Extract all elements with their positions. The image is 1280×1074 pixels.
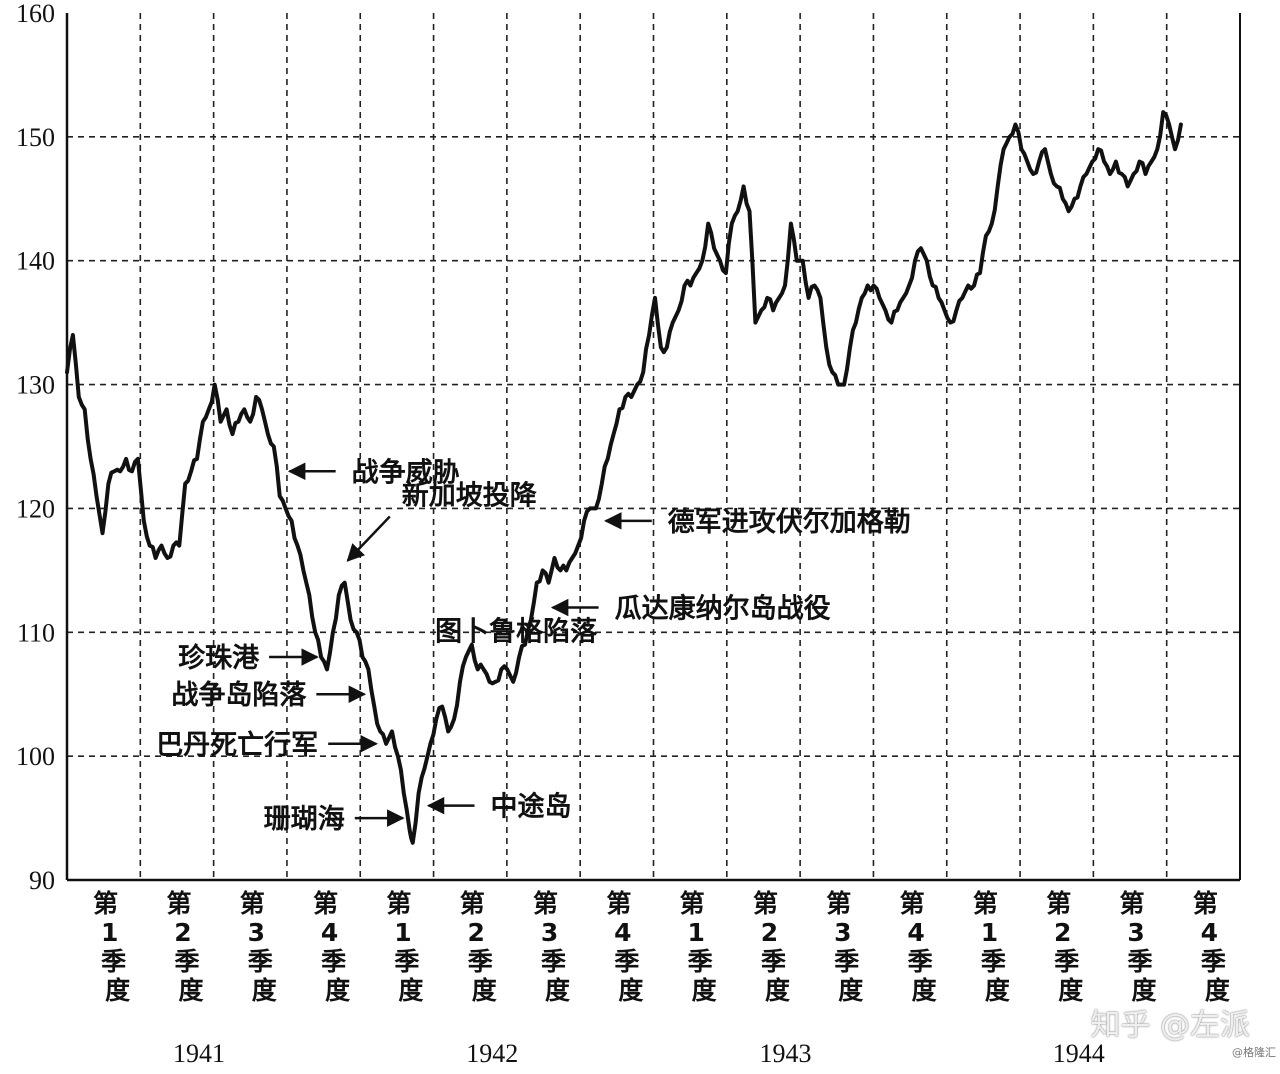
quarter-label-text: 第 2 季度 bbox=[166, 889, 203, 1005]
quarter-label-text: 第 1 季度 bbox=[386, 889, 423, 1005]
annotation: 瓜达康纳尔岛战役 bbox=[550, 593, 831, 625]
year-label: 1941 bbox=[173, 1039, 225, 1068]
annotation: 战争威胁 bbox=[287, 457, 460, 488]
quarter-label: 第 4 季度 bbox=[1193, 889, 1230, 1005]
annotation-text: 战争威胁 bbox=[352, 457, 460, 488]
quarter-label-text: 第 1 季度 bbox=[973, 889, 1010, 1005]
quarter-label: 第 2 季度 bbox=[460, 889, 497, 1005]
annotation-text: 德军进攻伏尔加格勒 bbox=[668, 507, 911, 538]
quarter-label: 第 1 季度 bbox=[680, 889, 717, 1005]
quarter-label: 第 1 季度 bbox=[93, 889, 130, 1005]
index-series-line bbox=[65, 110, 1183, 845]
y-tick-label: 160 bbox=[16, 0, 55, 28]
quarter-label-text: 第 4 季度 bbox=[606, 889, 643, 1005]
annotation: 图卜鲁格陷落 bbox=[435, 616, 598, 647]
y-tick-label: 100 bbox=[16, 742, 55, 771]
quarter-label: 第 4 季度 bbox=[313, 889, 350, 1005]
quarter-label: 第 2 季度 bbox=[753, 889, 790, 1005]
quarter-label: 第 3 季度 bbox=[1120, 889, 1157, 1005]
quarter-label-text: 第 4 季度 bbox=[313, 889, 350, 1005]
quarter-label-text: 第 1 季度 bbox=[680, 889, 717, 1005]
axes bbox=[65, 13, 1241, 882]
annotation: 珍珠港 bbox=[178, 643, 319, 674]
y-tick-label: 150 bbox=[16, 123, 55, 152]
annotation: 战争岛陷落 bbox=[171, 679, 367, 711]
quarter-label-text: 第 4 季度 bbox=[900, 889, 937, 1005]
annotation-text: 图卜鲁格陷落 bbox=[435, 616, 598, 647]
annotation: 德军进攻伏尔加格勒 bbox=[604, 507, 911, 538]
watermark-sub: @格隆汇 bbox=[1232, 1046, 1276, 1059]
year-label: 1943 bbox=[759, 1039, 811, 1068]
annotation-text: 战争岛陷落 bbox=[171, 679, 307, 711]
quarter-label: 第 3 季度 bbox=[826, 889, 863, 1005]
year-label: 1944 bbox=[1053, 1039, 1105, 1068]
annotation: 珊瑚海 bbox=[264, 804, 405, 835]
quarter-label-text: 第 2 季度 bbox=[1046, 889, 1083, 1005]
quarter-labels: 第 1 季度第 2 季度第 3 季度第 4 季度第 1 季度第 2 季度第 3 季度第 4 季度第 1 季度第 2 季度… bbox=[93, 889, 1230, 1005]
annotation: 中途岛 bbox=[426, 791, 572, 823]
quarter-label: 第 4 季度 bbox=[900, 889, 937, 1005]
annotation-text: 巴丹死亡行军 bbox=[156, 729, 318, 761]
year-labels: 1941 1942 1943 1944 bbox=[173, 1039, 1105, 1068]
grid bbox=[67, 13, 1240, 880]
quarter-label: 第 2 季度 bbox=[166, 889, 203, 1005]
annotation-text: 珊瑚海 bbox=[264, 804, 345, 835]
watermark: 知乎 @左派 bbox=[1090, 1008, 1250, 1043]
quarter-label-text: 第 4 季度 bbox=[1193, 889, 1230, 1005]
quarter-label-text: 第 2 季度 bbox=[753, 889, 790, 1005]
quarter-label-text: 第 3 季度 bbox=[533, 889, 570, 1005]
year-label: 1942 bbox=[466, 1039, 518, 1068]
annotation-text: 珍珠港 bbox=[178, 643, 260, 674]
quarter-label: 第 1 季度 bbox=[386, 889, 423, 1005]
y-tick-labels: 90 100 110 120 130 140 150 160 bbox=[16, 0, 55, 895]
annotation: 新加坡投降 bbox=[346, 480, 538, 562]
quarter-label: 第 4 季度 bbox=[606, 889, 643, 1005]
quarter-label-text: 第 3 季度 bbox=[240, 889, 277, 1005]
quarter-label: 第 3 季度 bbox=[240, 889, 277, 1005]
annotation-text: 中途岛 bbox=[491, 791, 572, 823]
annotation: 巴丹死亡行军 bbox=[156, 729, 378, 761]
annotation-text: 瓜达康纳尔岛战役 bbox=[615, 593, 831, 625]
quarter-label: 第 1 季度 bbox=[973, 889, 1010, 1005]
y-tick-label: 110 bbox=[17, 618, 55, 647]
annotation-text: 新加坡投降 bbox=[402, 480, 538, 512]
quarter-label-text: 第 1 季度 bbox=[93, 889, 130, 1005]
y-tick-label: 130 bbox=[16, 371, 55, 400]
y-tick-label: 90 bbox=[29, 866, 55, 895]
quarter-label: 第 2 季度 bbox=[1046, 889, 1083, 1005]
quarter-label-text: 第 3 季度 bbox=[826, 889, 863, 1005]
y-tick-label: 120 bbox=[16, 494, 55, 523]
quarter-label-text: 第 2 季度 bbox=[460, 889, 497, 1005]
y-tick-label: 140 bbox=[16, 247, 55, 276]
quarter-label-text: 第 3 季度 bbox=[1120, 889, 1157, 1005]
quarter-label: 第 3 季度 bbox=[533, 889, 570, 1005]
annotation-arrow bbox=[346, 515, 391, 562]
